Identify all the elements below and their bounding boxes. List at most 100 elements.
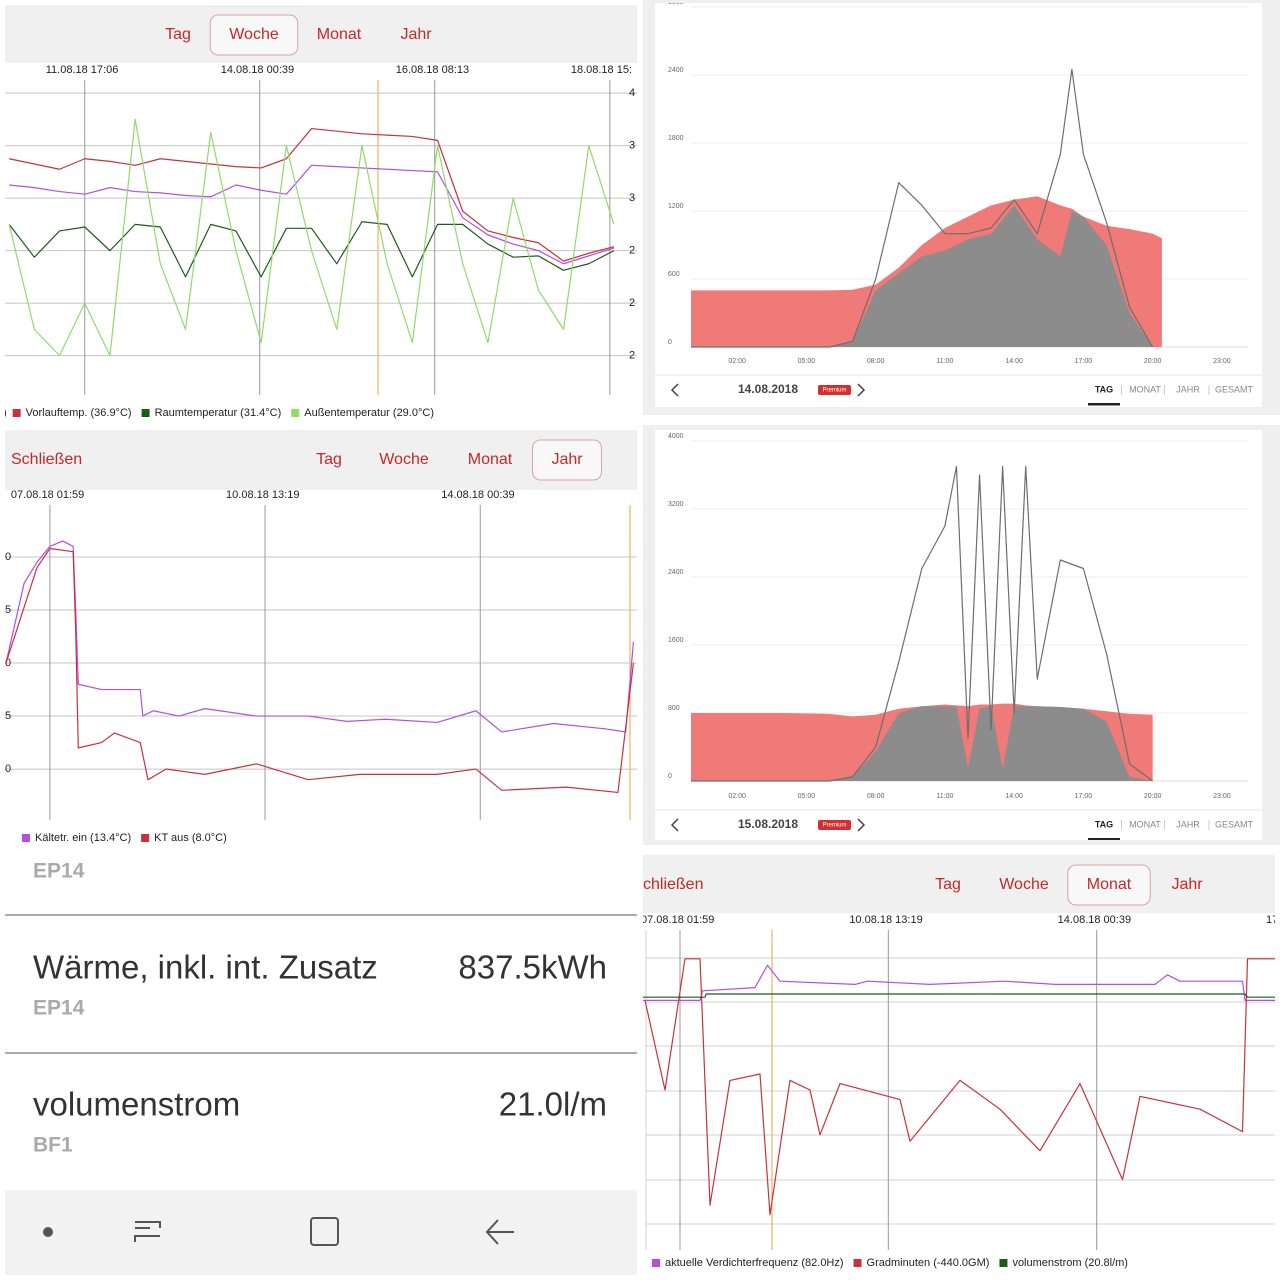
list-title[interactable]: volumenstrom — [33, 1086, 240, 1123]
tab-selected — [531, 439, 603, 481]
nav-home[interactable] — [310, 1217, 339, 1246]
x-tick-label: 11.08.18 17:06 — [46, 64, 119, 76]
x-tick-label: 17:00 — [1075, 358, 1093, 365]
tab[interactable]: Tag — [935, 876, 961, 893]
y-tick-label: 0 — [5, 763, 11, 775]
y-tick-label: 3 — [629, 192, 635, 204]
period-underline — [1088, 403, 1120, 406]
x-tick-label: 14.08.18 00:39 — [221, 64, 294, 76]
y-tick-label: 800 — [668, 705, 680, 712]
legend-label: Gradminuten (-440.0GM) — [867, 1257, 990, 1269]
period-tab[interactable]: GESAMT — [1215, 819, 1254, 829]
period-tab[interactable]: TAG — [1095, 819, 1113, 829]
period-tab[interactable]: JAHR — [1176, 384, 1200, 394]
legend-label: volumenstrom (20.8l/m) — [1012, 1257, 1128, 1269]
list-title[interactable]: Wärme, inkl. int. Zusatz — [33, 949, 378, 986]
y-tick-label: 2400 — [668, 67, 684, 74]
prev-button[interactable] — [670, 818, 679, 832]
period-underline — [1088, 838, 1120, 840]
legend-label: KT aus (8.0°C) — [154, 832, 227, 844]
y-tick-label: 2 — [629, 350, 635, 362]
y-tick-label: 2400 — [668, 569, 684, 576]
area — [691, 205, 1153, 347]
list: EP14 Wärme, inkl. int. Zusatz 837.5kWh E… — [5, 860, 637, 1157]
x-tick-label: 20:00 — [1144, 793, 1162, 800]
tab[interactable]: Jahr — [1171, 876, 1203, 893]
period-tab[interactable]: JAHR — [1176, 819, 1200, 829]
tab[interactable]: Jahr — [551, 451, 583, 468]
line — [691, 68, 1154, 348]
badge — [818, 820, 851, 830]
nav-bar — [5, 1190, 637, 1275]
list-sub: BF1 — [33, 1134, 73, 1157]
x-tick-label: 23:00 — [1213, 793, 1231, 800]
x-tick-label: 14:00 — [1005, 358, 1023, 365]
x-tick-label: 10.08.18 13:19 — [226, 489, 299, 501]
legend-fragment: ) — [3, 407, 7, 419]
y-tick-label: 1800 — [668, 135, 684, 142]
chart-panel: Tag Woche Monat Jahr chließen 07.08.18 01:59 1… — [641, 864, 1275, 1269]
y-tick-label: 3200 — [668, 501, 684, 508]
nav-back[interactable] — [485, 1219, 514, 1245]
tab[interactable]: Monat — [1087, 876, 1132, 893]
prev-button[interactable] — [670, 383, 679, 397]
legend-label: aktuelle Verdichterfrequenz (82.0Hz) — [665, 1257, 844, 1269]
legend-label: Raumtemperatur (31.4°C) — [155, 407, 282, 419]
y-tick-label: 0 — [5, 551, 11, 563]
close-button[interactable]: Schließen — [11, 451, 82, 468]
y-tick-label: 3000 — [668, 0, 684, 6]
list-value: 837.5kWh — [458, 949, 607, 986]
period-tab[interactable]: MONAT — [1129, 384, 1161, 394]
x-tick-label: 14.08.18 00:39 — [1058, 914, 1131, 926]
x-tick-label: 14:00 — [1005, 793, 1023, 800]
y-tick-label: 1200 — [668, 203, 684, 210]
period-tab[interactable]: GESAMT — [1215, 384, 1254, 394]
period-tab[interactable]: MONAT — [1129, 819, 1161, 829]
x-tick-label: 08:00 — [867, 358, 885, 365]
x-tick-label: 05:00 — [798, 358, 816, 365]
legend-swatch — [22, 834, 30, 842]
next-button[interactable] — [857, 383, 866, 397]
legend-label: Kältetr. ein (13.4°C) — [35, 832, 131, 844]
legend-swatch — [652, 1259, 660, 1267]
y-tick-label: 3 — [629, 140, 635, 152]
nav-recents[interactable] — [134, 1221, 161, 1242]
x-tick-label: 05:00 — [798, 793, 816, 800]
panel-bg — [5, 430, 637, 848]
line — [9, 127, 615, 262]
legend-swatch — [291, 409, 300, 417]
x-tick-label: 07.08.18 01:59 — [641, 914, 714, 926]
tab[interactable]: Woche — [999, 876, 1049, 893]
header-bar — [5, 5, 637, 63]
line — [5, 547, 635, 794]
static-grid — [645, 930, 1275, 1250]
next-button[interactable] — [857, 818, 866, 832]
y-tick-label: 1600 — [668, 637, 684, 644]
tab[interactable]: Tag — [165, 26, 191, 43]
y-tick-label: 5 — [5, 604, 11, 616]
tab[interactable]: Woche — [229, 26, 279, 43]
x-tick-label: 14.08.18 00:39 — [441, 489, 514, 501]
date-label: 15.08.2018 — [738, 817, 798, 831]
x-tick-label: 17:00 — [1075, 793, 1093, 800]
nav-dot[interactable] — [43, 1227, 53, 1237]
close-button[interactable]: chließen — [643, 876, 703, 893]
badge-label: Premium — [822, 823, 846, 829]
header-bar — [5, 430, 637, 490]
tab[interactable]: Monat — [317, 26, 362, 43]
area — [691, 706, 1153, 781]
legend-swatch — [999, 1259, 1008, 1267]
tab[interactable]: Tag — [316, 451, 342, 468]
tab[interactable]: Jahr — [400, 26, 432, 43]
y-tick-label: 4000 — [668, 433, 684, 440]
chart-panel: 0 600 1200 1800 2400 3000 02:00 05:00 08:00 11:00… — [655, 0, 1262, 406]
y-tick-label: 2 — [629, 297, 635, 309]
x-tick-label: 11:00 — [936, 793, 953, 800]
nav-bg — [5, 1190, 637, 1275]
line — [643, 993, 1275, 998]
tab[interactable]: Woche — [379, 451, 429, 468]
period-tab[interactable]: TAG — [1095, 384, 1113, 394]
tab[interactable]: Monat — [468, 451, 513, 468]
